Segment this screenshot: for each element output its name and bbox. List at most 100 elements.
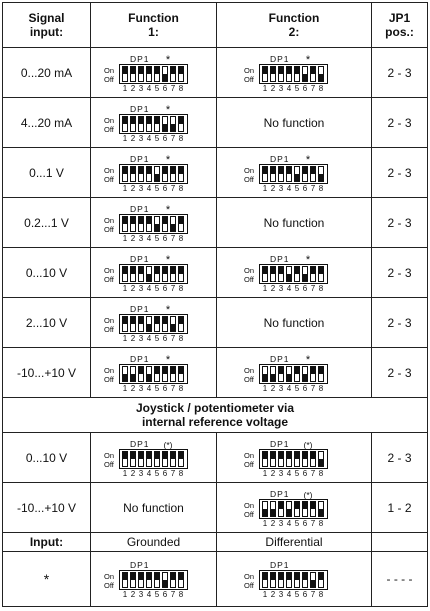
dip-number: 8 bbox=[178, 590, 183, 599]
dip-number: 7 bbox=[170, 234, 175, 243]
dip-switch-cell: DP1 * On Off 1 2 3 4 5 6 7 8 bbox=[90, 347, 217, 398]
header-line: 2: bbox=[288, 25, 300, 39]
dip-knob-7 bbox=[311, 173, 315, 181]
dip-number: 1 bbox=[122, 84, 127, 93]
dip-knob-7 bbox=[170, 173, 175, 181]
dip-frame bbox=[259, 163, 328, 184]
dip-number: 4 bbox=[287, 519, 292, 528]
dip-note-mark: * bbox=[306, 354, 311, 366]
no-function-text: No function bbox=[216, 297, 372, 348]
dip-knob-6 bbox=[303, 508, 307, 516]
dip-number: 2 bbox=[271, 384, 276, 393]
dip-on-label: On bbox=[104, 316, 114, 325]
dip-knob-1 bbox=[263, 273, 267, 281]
dip-number: 6 bbox=[162, 384, 167, 393]
dip-knob-8 bbox=[178, 273, 183, 281]
dip-frame bbox=[118, 63, 188, 84]
dip-knob-4 bbox=[146, 123, 151, 131]
jp1-position: 2 - 3 bbox=[371, 197, 428, 248]
dip-switch-cell: DP1 * On Off 1 2 3 4 5 6 7 8 bbox=[90, 197, 217, 248]
dip-note-mark: * bbox=[165, 304, 170, 316]
dip-knob-2 bbox=[130, 323, 135, 331]
dip-number: 2 bbox=[130, 234, 135, 243]
dip-knob-3 bbox=[138, 73, 143, 81]
dip-knob-8 bbox=[178, 323, 183, 331]
dip-number: 7 bbox=[170, 590, 175, 599]
dip-number: 2 bbox=[130, 284, 135, 293]
dip-knob-8 bbox=[178, 580, 183, 587]
dip-title: DP1 bbox=[130, 54, 150, 64]
dip-frame bbox=[118, 448, 188, 469]
dip-title: DP1 bbox=[270, 154, 290, 164]
dip-number: 8 bbox=[319, 184, 324, 193]
dip-on-label: On bbox=[104, 266, 114, 275]
header-line: Signal bbox=[28, 11, 65, 25]
signal-input-value: 0...10 V bbox=[2, 247, 91, 298]
dip-knob-5 bbox=[154, 580, 159, 587]
dip-knob-4 bbox=[146, 223, 151, 231]
dip-knob-3 bbox=[138, 580, 143, 587]
dip-number: 5 bbox=[295, 384, 300, 393]
dip-number: 5 bbox=[295, 84, 300, 93]
dip-knob-5 bbox=[295, 73, 299, 81]
dip-knob-6 bbox=[303, 66, 307, 74]
dip-knob-6 bbox=[303, 266, 307, 274]
dip-knob-2 bbox=[130, 173, 135, 181]
dip-switch-cell: DP1 (*) On Off 1 2 3 4 5 6 7 8 bbox=[216, 432, 372, 483]
dip-number: 6 bbox=[303, 590, 308, 599]
header-line: pos.: bbox=[385, 25, 414, 39]
dip-number: 6 bbox=[162, 84, 167, 93]
dip-knob-4 bbox=[287, 580, 291, 587]
dip-note-mark: * bbox=[165, 254, 170, 266]
dip-title: DP1 bbox=[130, 254, 150, 264]
dip-number: 2 bbox=[130, 590, 135, 599]
dip-number: 1 bbox=[122, 184, 127, 193]
signal-input-value: 0...1 V bbox=[2, 147, 91, 198]
dip-on-label: On bbox=[244, 572, 254, 581]
dip-knob-7 bbox=[170, 273, 175, 281]
dip-number: 5 bbox=[154, 469, 159, 478]
dip-number: 3 bbox=[138, 590, 143, 599]
dip-note-mark: * bbox=[165, 204, 170, 216]
dip-knob-7 bbox=[170, 458, 175, 466]
dip-number: 3 bbox=[279, 384, 284, 393]
no-function-text: No function bbox=[216, 97, 372, 148]
dip-number: 1 bbox=[122, 384, 127, 393]
dip-number: 7 bbox=[170, 384, 175, 393]
dip-off-label: Off bbox=[104, 275, 115, 284]
dip-frame bbox=[259, 570, 328, 590]
dip-frame bbox=[259, 363, 328, 384]
dip-switch-cell: DP1 * On Off 1 2 3 4 5 6 7 8 bbox=[216, 347, 372, 398]
dip-number: 5 bbox=[154, 590, 159, 599]
dip-number: 1 bbox=[263, 84, 268, 93]
dip-knob-8 bbox=[178, 123, 183, 131]
dip-number: 3 bbox=[138, 134, 143, 143]
joystick-section-row: Joystick / potentiometer via internal ref… bbox=[2, 397, 428, 433]
dip-knob-8 bbox=[319, 501, 323, 509]
dip-knob-2 bbox=[271, 366, 275, 374]
table-row: 0...10 V DP1 (*) On Off 1 2 3 4 5 6 7 8 DP1 (*) On Off 1 2… bbox=[2, 432, 428, 483]
dip-knob-5 bbox=[295, 580, 299, 587]
signal-input-value: 0...10 V bbox=[2, 432, 91, 483]
dip-off-label: Off bbox=[244, 581, 255, 590]
signal-input-value: 0...20 mA bbox=[2, 47, 91, 98]
dip-number: 4 bbox=[146, 84, 151, 93]
dip-number: 6 bbox=[303, 84, 308, 93]
dip-knob-8 bbox=[319, 66, 323, 74]
dip-number: 3 bbox=[138, 184, 143, 193]
dip-number: 2 bbox=[130, 184, 135, 193]
dip-knob-5 bbox=[154, 166, 159, 174]
dip-off-label: Off bbox=[244, 510, 255, 519]
dip-number: 4 bbox=[287, 284, 292, 293]
dip-on-label: On bbox=[104, 66, 114, 75]
dip-number: 6 bbox=[162, 134, 167, 143]
dip-number: 8 bbox=[319, 590, 324, 599]
dip-switch-cell: DP1 On Off 1 2 3 4 5 6 7 8 bbox=[216, 551, 372, 607]
dip-knob-4 bbox=[287, 73, 291, 81]
dip-note-mark: * bbox=[165, 154, 170, 166]
dip-note-mark: * bbox=[306, 154, 311, 166]
dip-number: 4 bbox=[146, 590, 151, 599]
